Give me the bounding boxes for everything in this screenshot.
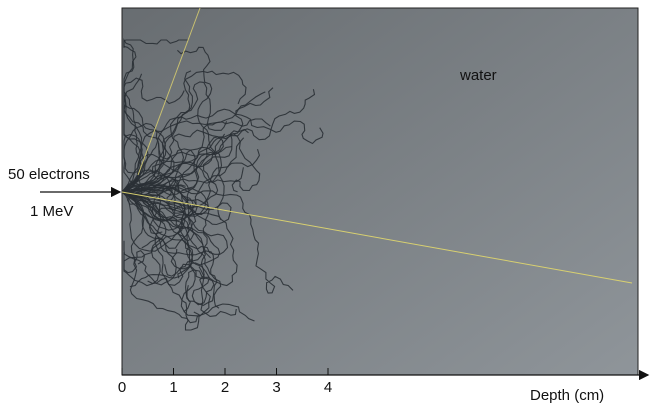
page: 50 electrons 1 MeV water Depth (cm) 0 1 2 3… (0, 0, 653, 406)
beam-label: 50 electrons (8, 166, 90, 183)
figure: 50 electrons 1 MeV water Depth (cm) 0 1 2 3… (0, 0, 653, 406)
medium-label: water (459, 67, 497, 84)
tick-label: 2 (221, 379, 229, 396)
axis-label: Depth (cm) (530, 387, 604, 404)
beam-energy: 1 MeV (30, 203, 73, 220)
tick-label: 0 (118, 379, 126, 396)
tick-label: 3 (272, 379, 280, 396)
tick-label: 4 (324, 379, 332, 396)
tick-label: 1 (169, 379, 177, 396)
